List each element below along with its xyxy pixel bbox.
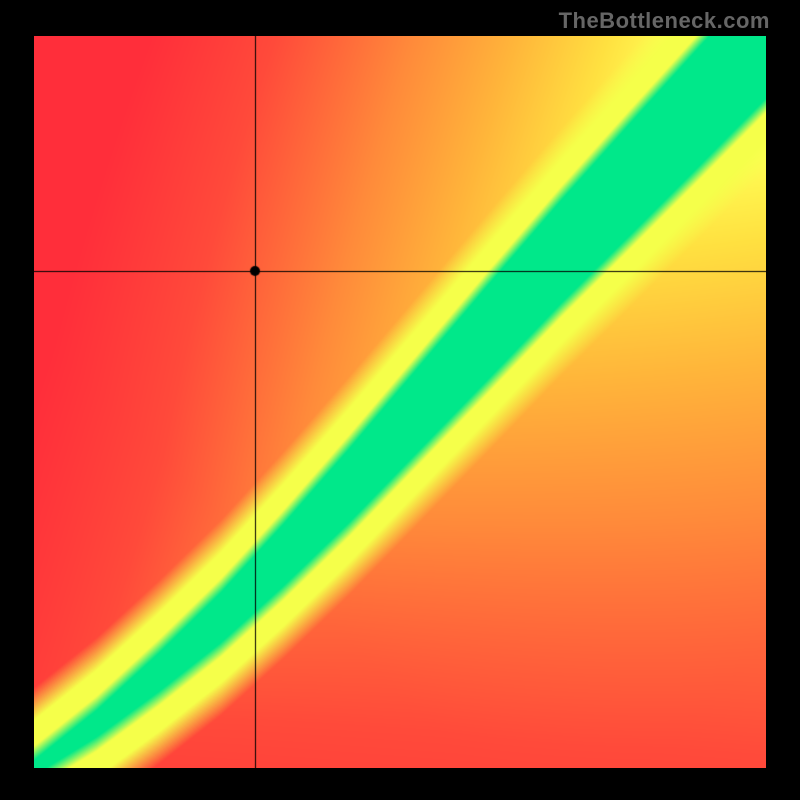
watermark-text: TheBottleneck.com [559, 8, 770, 34]
chart-container: TheBottleneck.com [0, 0, 800, 800]
heatmap-canvas [34, 36, 766, 768]
